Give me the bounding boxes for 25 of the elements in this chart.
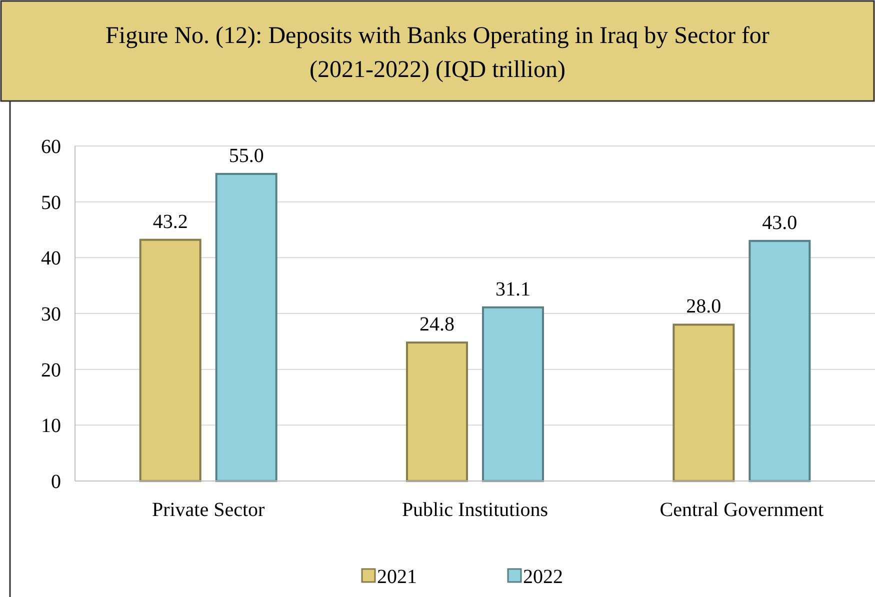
x-tick-label: Private Sector (152, 499, 266, 521)
x-tick-label: Central Government (660, 499, 824, 521)
legend-label: 2022 (523, 566, 563, 588)
bar (215, 172, 278, 482)
y-tick-label: 20 (41, 359, 61, 382)
y-tick-label: 60 (41, 136, 61, 158)
legend-label: 2021 (377, 566, 417, 588)
chart-title: Figure No. (12): Deposits with Banks Operating in Iraq by Sector for (2021-2022) (IQD trillion) (106, 23, 770, 83)
data-label: 28.0 (686, 296, 722, 318)
y-tick-label: 0 (51, 471, 61, 493)
data-label: 43.2 (152, 210, 188, 233)
data-label: 43.0 (762, 212, 798, 234)
bar (406, 342, 468, 482)
bar (482, 306, 544, 482)
y-tick-label: 30 (41, 304, 61, 326)
bar (672, 324, 735, 482)
data-label: 55.0 (228, 144, 264, 167)
bar (139, 238, 202, 482)
x-tick-label: Public Institutions (402, 499, 548, 521)
y-tick-label: 40 (41, 248, 61, 270)
bar (748, 240, 811, 482)
y-tick-label: 50 (41, 192, 61, 214)
data-label: 31.1 (496, 278, 530, 300)
data-label: 24.8 (420, 314, 454, 336)
y-tick-label: 10 (41, 415, 61, 438)
